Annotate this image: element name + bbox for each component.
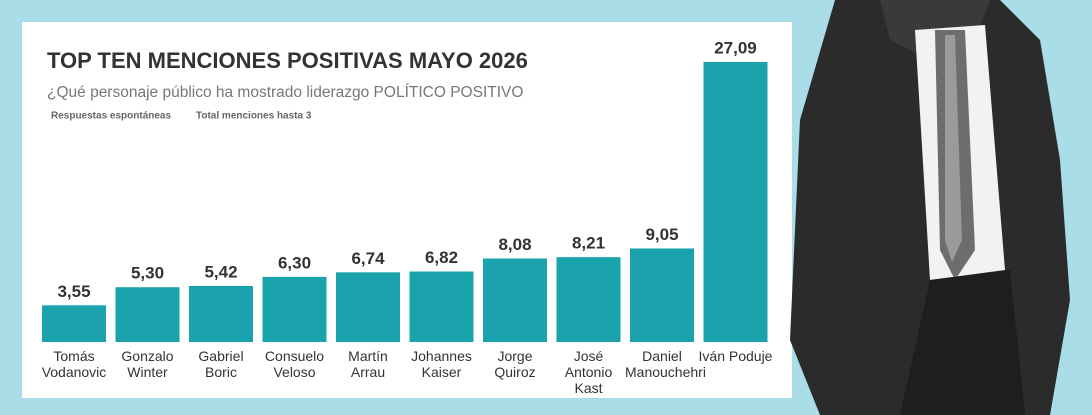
x-tick-label: Consuelo Veloso [258, 348, 332, 380]
bar [704, 62, 768, 342]
bar [189, 286, 253, 342]
x-tick-label: Martín Arrau [331, 348, 405, 380]
x-tick-label: Jorge Quiroz [478, 348, 552, 380]
value-label: 9,05 [645, 225, 678, 244]
bar [630, 248, 694, 342]
bar [336, 272, 400, 342]
value-label: 6,82 [425, 248, 458, 267]
bar [263, 277, 327, 342]
note: Total menciones hasta 3 [196, 111, 312, 122]
photo [790, 0, 1070, 415]
value-label: 3,55 [57, 282, 90, 301]
x-tick-label: Iván Poduje [699, 348, 773, 364]
bar [116, 287, 180, 342]
note: Respuestas espontáneas [51, 111, 171, 122]
value-label: 5,30 [131, 264, 164, 283]
x-tick-label: Johannes Kaiser [405, 348, 479, 380]
value-label: 6,74 [351, 249, 385, 268]
value-label: 8,21 [572, 234, 605, 253]
bar [410, 272, 474, 342]
bar [557, 257, 621, 342]
x-tick-label: Daniel Manouchehri [625, 348, 699, 380]
subtitle: ¿Qué personaje público ha mostrado lider… [47, 84, 523, 101]
x-tick-label: Gabriel Boric [184, 348, 258, 380]
bar [483, 258, 547, 342]
value-label: 27,09 [714, 38, 757, 57]
value-label: 5,42 [204, 262, 237, 281]
chart-title: TOP TEN MENCIONES POSITIVAS MAYO 2026 [47, 48, 528, 73]
value-label: 8,08 [498, 235, 531, 254]
page: TOP TEN MENCIONES POSITIVAS MAYO 2026 ¿Q… [0, 0, 1092, 415]
x-tick-label: Tomás Vodanovic [37, 348, 111, 380]
x-tick-label: Gonzalo Winter [111, 348, 185, 380]
value-label: 6,30 [278, 253, 311, 272]
x-tick-label: José Antonio Kast [564, 348, 614, 396]
bar [42, 305, 106, 342]
